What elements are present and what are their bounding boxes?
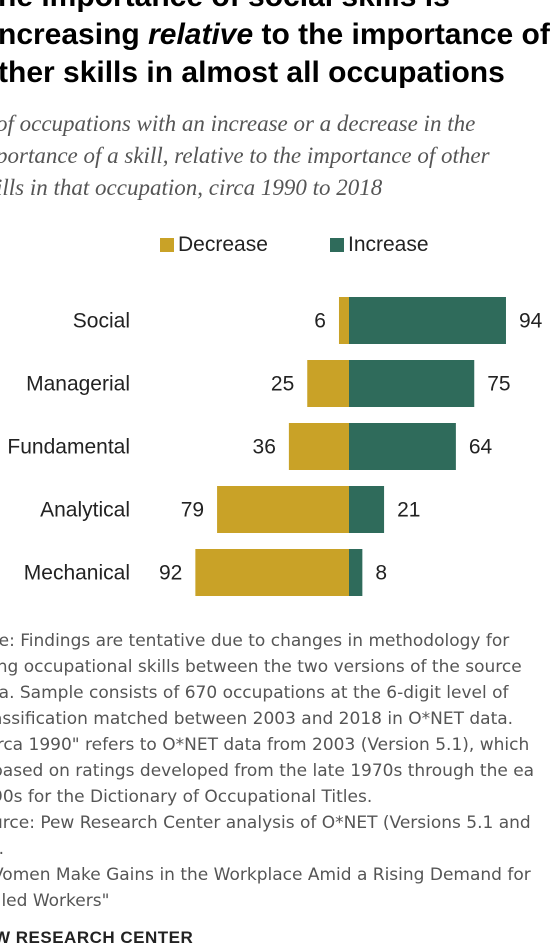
- bar-decrease-mechanical: [195, 549, 349, 596]
- bar-decrease-social: [338, 297, 349, 344]
- title-fragment: ncreasing: [0, 18, 140, 51]
- category-label-managerial: Managerial: [26, 373, 130, 396]
- title-line-3: ther skills in almost all occupations: [0, 56, 505, 89]
- legend-label-increase: Increase: [348, 233, 429, 256]
- category-label-fundamental: Fundamental: [7, 436, 130, 459]
- title-line-2: ncreasing relative to the importance of: [0, 16, 558, 54]
- title-fragment: to the importance of: [261, 18, 550, 51]
- bar-increase-mechanical: [349, 549, 363, 596]
- bar-increase-managerial: [349, 360, 475, 407]
- bar-increase-analytical: [349, 486, 385, 533]
- title-line-1: he importance of social skills is: [0, 0, 558, 16]
- bar-decrease-fundamental: [288, 423, 349, 470]
- category-label-mechanical: Mechanical: [24, 562, 130, 585]
- legend-item-increase: Increase: [330, 233, 429, 257]
- chart-notes: te: Findings are tentative due to change…: [0, 628, 558, 914]
- note-line: ta. Sample consists of 670 occupations a…: [0, 683, 509, 703]
- chart-title: he importance of social skills is ncreas…: [0, 0, 558, 92]
- source-line: ).: [0, 836, 558, 862]
- source-line: urce: Pew Research Center analysis of O*…: [0, 813, 531, 833]
- legend-label-decrease: Decrease: [178, 233, 268, 256]
- bar-decrease-managerial: [307, 360, 349, 407]
- bar-increase-fundamental: [349, 423, 456, 470]
- note-line: based on ratings developed from the late…: [0, 761, 535, 781]
- value-label-decrease-analytical: 79: [181, 499, 204, 522]
- note-line: assification matched between 2003 and 20…: [0, 709, 514, 729]
- diverging-bar-chart: Social 6 94 Managerial 25 75 Fundamental 36 64 An…: [7, 297, 543, 596]
- value-label-increase-analytical: 21: [397, 499, 420, 522]
- note-line: ing occupational skills between the two …: [0, 657, 522, 677]
- publisher-footer: W RESEARCH CENTER: [0, 928, 194, 947]
- title-emphasis: relative: [148, 18, 254, 51]
- note-line: 90s for the Dictionary of Occupational T…: [0, 787, 373, 807]
- value-label-increase-managerial: 75: [487, 373, 510, 396]
- report-line: Vomen Make Gains in the Workplace Amid a…: [0, 865, 531, 885]
- value-label-decrease-managerial: 25: [271, 373, 294, 396]
- subtitle-line: of occupations with an increase or a dec…: [0, 111, 476, 136]
- value-label-increase-fundamental: 64: [469, 436, 493, 459]
- value-label-increase-mechanical: 8: [375, 562, 387, 585]
- bar-decrease-analytical: [217, 486, 349, 533]
- category-label-analytical: Analytical: [40, 499, 130, 522]
- report-line: illed Workers": [0, 891, 110, 911]
- note-line: te: Findings are tentative due to change…: [0, 631, 510, 651]
- value-label-decrease-social: 6: [314, 310, 326, 333]
- note-line: irca 1990" refers to O*NET data from 200…: [0, 735, 530, 755]
- bar-increase-social: [349, 297, 506, 344]
- legend-swatch-increase: [330, 238, 344, 252]
- chart-subtitle: of occupations with an increase or a dec…: [0, 108, 558, 204]
- legend-swatch-decrease: [160, 238, 174, 252]
- subtitle-line: ills in that occupation, circa 1990 to 2…: [0, 175, 383, 200]
- subtitle-line: portance of a skill, relative to the imp…: [0, 143, 490, 168]
- legend-item-decrease: Decrease: [160, 233, 268, 257]
- value-label-increase-social: 94: [519, 310, 543, 333]
- category-label-social: Social: [73, 310, 130, 333]
- value-label-decrease-fundamental: 36: [253, 436, 276, 459]
- value-label-decrease-mechanical: 92: [159, 562, 182, 585]
